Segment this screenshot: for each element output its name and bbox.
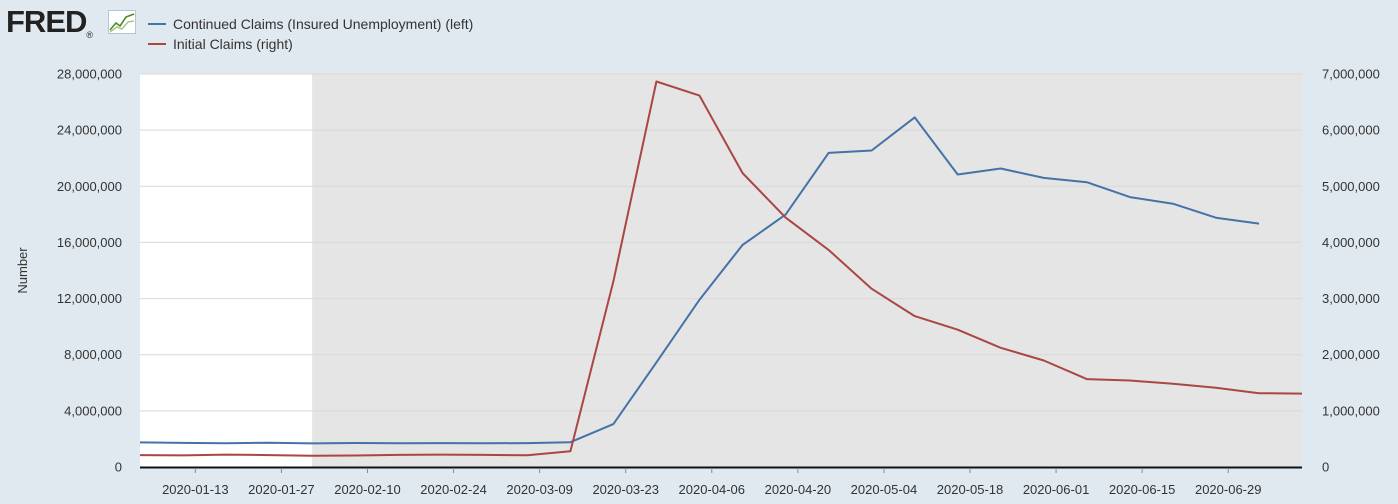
legend-swatch-continued-claims [148, 23, 166, 25]
fred-logo[interactable]: FRED® [6, 4, 93, 40]
recession-shading [312, 74, 1302, 467]
y-right-tick-label: 4,000,000 [1322, 235, 1380, 250]
fred-graph-icon [108, 10, 136, 34]
y-right-tick-label: 7,000,000 [1322, 67, 1380, 82]
y-left-tick-label: 12,000,000 [57, 291, 122, 306]
x-tick-label: 2020-04-06 [679, 482, 746, 497]
y-axis-title: Number [15, 247, 30, 294]
registered-mark: ® [86, 30, 93, 40]
y-left-tick-label: 24,000,000 [57, 123, 122, 138]
y-left-tick-label: 20,000,000 [57, 179, 122, 194]
x-tick-label: 2020-05-04 [851, 482, 918, 497]
legend-item-initial-claims[interactable]: Initial Claims (right) [148, 34, 473, 54]
y-left-tick-label: 8,000,000 [64, 347, 122, 362]
x-tick-label: 2020-03-09 [506, 482, 573, 497]
x-tick-label: 2020-06-29 [1195, 482, 1262, 497]
x-tick-label: 2020-02-10 [334, 482, 401, 497]
y-right-tick-label: 6,000,000 [1322, 123, 1380, 138]
legend-swatch-initial-claims [148, 43, 166, 45]
x-tick-label: 2020-06-01 [1023, 482, 1090, 497]
x-tick-label: 2020-06-15 [1109, 482, 1176, 497]
x-tick-label: 2020-02-24 [420, 482, 487, 497]
y-right-tick-label: 3,000,000 [1322, 291, 1380, 306]
y-right-tick-label: 5,000,000 [1322, 179, 1380, 194]
y-right-tick-label: 1,000,000 [1322, 403, 1380, 418]
x-tick-label: 2020-04-20 [765, 482, 832, 497]
x-tick-label: 2020-01-27 [248, 482, 315, 497]
y-right-tick-label: 2,000,000 [1322, 347, 1380, 362]
legend-item-continued-claims[interactable]: Continued Claims (Insured Unemployment) … [148, 14, 473, 34]
series-line-continued-claims [139, 116, 1260, 445]
legend-label-continued-claims: Continued Claims (Insured Unemployment) … [173, 16, 474, 32]
legend-label-initial-claims: Initial Claims (right) [173, 36, 293, 52]
fred-logo-text: FRED [6, 4, 87, 39]
y-right-tick-label: 0 [1322, 460, 1329, 475]
y-left-tick-label: 28,000,000 [57, 67, 122, 82]
x-tick-label: 2020-03-23 [592, 482, 659, 497]
x-tick-label: 2020-05-18 [937, 482, 1004, 497]
y-left-tick-label: 4,000,000 [64, 403, 122, 418]
chart-legend: Continued Claims (Insured Unemployment) … [148, 14, 473, 54]
y-left-tick-label: 0 [115, 460, 122, 475]
x-tick-label: 2020-01-13 [162, 482, 229, 497]
y-left-tick-label: 16,000,000 [57, 235, 122, 250]
series-line-initial-claims [139, 80, 1303, 457]
